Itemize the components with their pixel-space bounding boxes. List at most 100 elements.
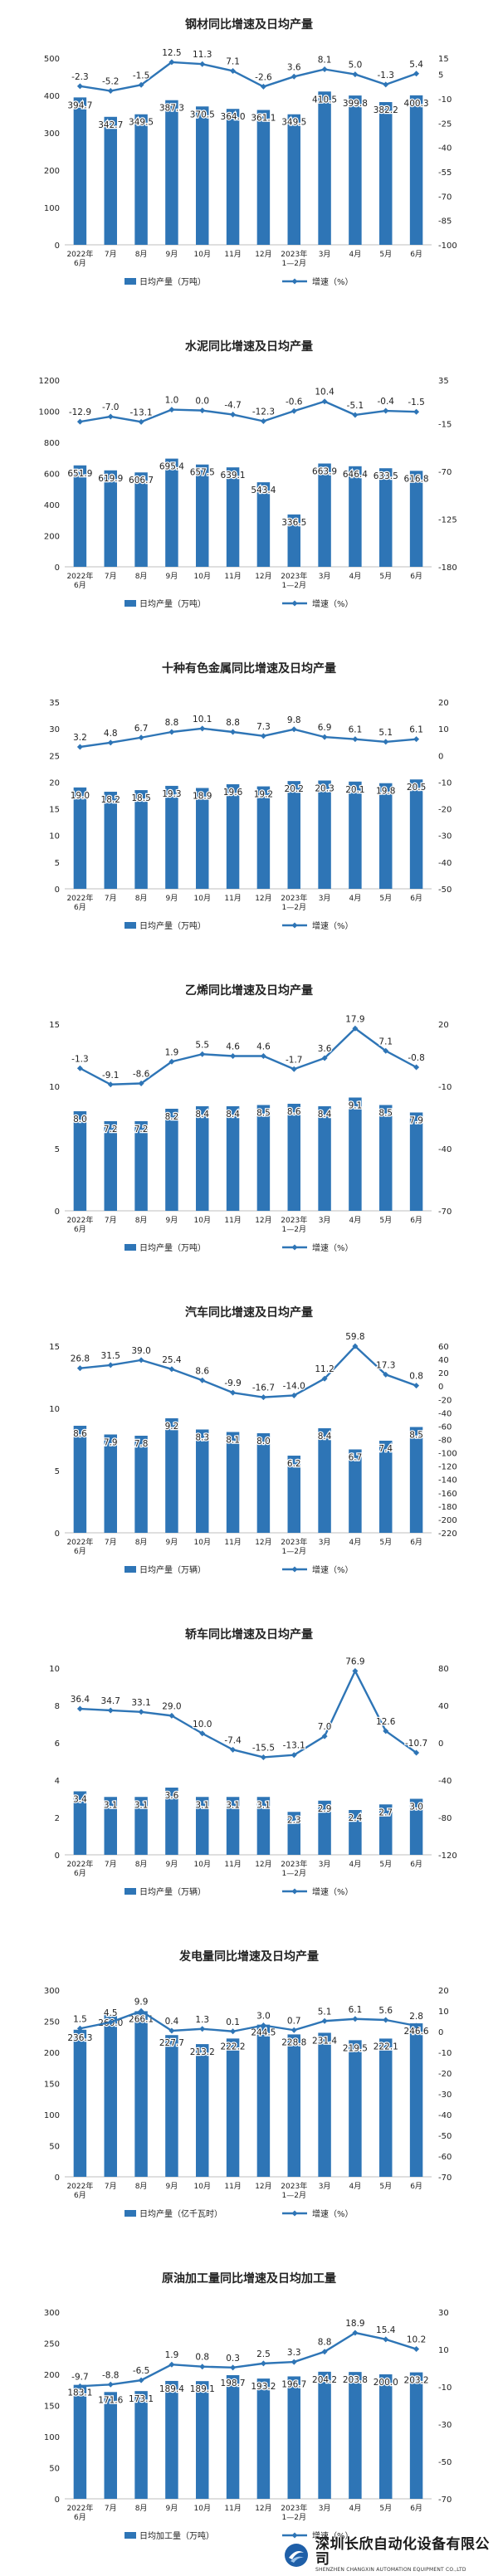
growth-point bbox=[76, 744, 83, 750]
bar bbox=[318, 2371, 331, 2499]
bar bbox=[134, 114, 148, 245]
growth-point bbox=[76, 418, 83, 425]
x-tick-label: 5月 bbox=[379, 2504, 392, 2513]
bar-value-label: 222.1 bbox=[374, 2042, 398, 2052]
chart-svg: 发电量同比增速及日均产量050100150200250300-70-60-50-… bbox=[44, 1949, 452, 2219]
growth-point bbox=[199, 61, 206, 67]
legend-line-label: 增速（%） bbox=[312, 1564, 354, 1575]
growth-value-label: 4.6 bbox=[226, 1042, 240, 1052]
growth-value-label: -12.9 bbox=[69, 407, 91, 417]
bar-value-label: 8.5 bbox=[378, 1109, 393, 1119]
bar-value-label: 19.6 bbox=[223, 788, 243, 798]
bar bbox=[256, 1433, 271, 1533]
x-tick-label: 2022年 6月 bbox=[66, 1859, 93, 1878]
y-left-tick-label: 0 bbox=[55, 2496, 60, 2505]
bar-value-label: 3.1 bbox=[226, 1800, 240, 1810]
legend-line-marker bbox=[291, 922, 298, 929]
chart-panel: 轿车同比增速及日均产量 0 2 4 6 8 10 -120 -80 -40 0 40 80 3.4 3.1 3… bbox=[0, 1610, 498, 1932]
x-tick-label: 8月 bbox=[135, 2182, 148, 2191]
x-tick-label: 9月 bbox=[166, 1216, 178, 1225]
legend-line-label: 增速（%） bbox=[312, 276, 354, 287]
bar bbox=[256, 786, 271, 889]
growth-point bbox=[260, 1053, 266, 1059]
x-tick-label: 10月 bbox=[194, 2182, 211, 2191]
legend-bar-swatch bbox=[124, 1566, 136, 1573]
bar-value-label: 196.7 bbox=[281, 2379, 306, 2389]
x-tick-label: 8月 bbox=[135, 1216, 148, 1225]
bar bbox=[165, 2035, 178, 2177]
growth-point bbox=[352, 736, 359, 743]
growth-point bbox=[107, 1081, 114, 1088]
bar-value-label: 3.1 bbox=[195, 1800, 209, 1810]
y-left-tick-label: 5 bbox=[55, 1467, 60, 1476]
growth-value-label: -12.3 bbox=[252, 407, 275, 417]
y-left-tick-label: 2 bbox=[55, 1814, 60, 1823]
bar-value-label: 7.2 bbox=[104, 1125, 118, 1134]
bar-value-label: 3.0 bbox=[409, 1803, 423, 1812]
legend-line-marker bbox=[291, 600, 298, 607]
x-tick-label: 11月 bbox=[224, 572, 241, 581]
growth-point bbox=[138, 1357, 144, 1364]
bar-value-label: 9.2 bbox=[165, 1422, 179, 1432]
growth-value-label: 7.1 bbox=[226, 56, 240, 66]
growth-line bbox=[80, 727, 417, 749]
x-tick-label: 7月 bbox=[105, 2504, 117, 2513]
y-right-tick-label: 35 bbox=[438, 377, 449, 386]
y-right-tick-label: -160 bbox=[438, 1490, 457, 1499]
y-right-tick-label: -60 bbox=[438, 2153, 452, 2162]
growth-point bbox=[76, 2383, 83, 2389]
bar-value-label: 6.2 bbox=[287, 1459, 301, 1469]
x-tick-label: 5月 bbox=[379, 1216, 392, 1225]
y-right-tick-label: -10 bbox=[438, 1083, 452, 1092]
y-right-tick-label: -40 bbox=[438, 859, 452, 868]
y-left-tick-label: 100 bbox=[44, 204, 60, 213]
y-right-tick-label: -60 bbox=[438, 1422, 452, 1432]
bar-value-label: 657.5 bbox=[190, 468, 215, 478]
growth-value-label: 0.4 bbox=[165, 2017, 179, 2027]
bar bbox=[256, 110, 271, 245]
growth-point bbox=[76, 1065, 83, 1071]
bar bbox=[73, 1111, 87, 1211]
x-tick-label: 7月 bbox=[105, 1216, 117, 1225]
bar-value-label: 244.5 bbox=[251, 2028, 276, 2038]
x-tick-label: 4月 bbox=[349, 2182, 362, 2191]
y-right-tick-label: -50 bbox=[438, 2132, 452, 2141]
bar bbox=[256, 1105, 271, 1211]
growth-point bbox=[321, 1375, 328, 1382]
bar-value-label: 8.1 bbox=[226, 1436, 240, 1446]
legend-line-marker bbox=[291, 2532, 298, 2539]
bar-value-label: 606.7 bbox=[129, 476, 154, 485]
growth-point bbox=[321, 2017, 328, 2024]
x-tick-label: 11月 bbox=[224, 1538, 241, 1547]
bar-value-label: 200.0 bbox=[374, 2378, 398, 2388]
chart-panel: 乙烯同比增速及日均产量 0 5 10 15 -70 -40 -10 20 8.0 7.2 7.2 8.2… bbox=[0, 966, 498, 1288]
growth-value-label: -6.5 bbox=[133, 2366, 150, 2376]
y-left-tick-label: 400 bbox=[44, 501, 60, 510]
y-left-tick-label: 400 bbox=[44, 92, 60, 101]
y-left-tick-label: 150 bbox=[44, 2403, 60, 2412]
growth-value-label: 5.4 bbox=[409, 60, 423, 70]
y-right-tick-label: 15 bbox=[438, 55, 449, 64]
growth-point bbox=[413, 1383, 420, 1389]
growth-value-label: -0.6 bbox=[286, 397, 303, 407]
growth-value-label: -0.8 bbox=[408, 1053, 425, 1063]
x-tick-label: 7月 bbox=[105, 2182, 117, 2191]
growth-point bbox=[199, 2364, 206, 2370]
growth-value-label: 3.6 bbox=[318, 1044, 332, 1054]
bar-value-label: 8.4 bbox=[318, 1110, 332, 1120]
y-right-tick-label: -30 bbox=[438, 2091, 452, 2100]
bar bbox=[349, 1097, 362, 1211]
bar bbox=[409, 779, 423, 889]
bar-value-label: 8.4 bbox=[226, 1110, 240, 1120]
growth-value-label: -1.5 bbox=[133, 71, 150, 80]
bar-value-label: 646.4 bbox=[343, 470, 368, 480]
bar-value-label: 619.9 bbox=[98, 474, 123, 484]
growth-line bbox=[80, 1670, 417, 1759]
bar bbox=[104, 2392, 117, 2499]
x-tick-label: 12月 bbox=[255, 250, 271, 259]
y-right-tick-label: -20 bbox=[438, 1396, 452, 1405]
y-right-tick-label: 20 bbox=[438, 699, 449, 708]
growth-point bbox=[107, 2381, 114, 2388]
y-left-tick-label: 5 bbox=[55, 859, 60, 868]
legend-bar-swatch bbox=[124, 600, 136, 607]
